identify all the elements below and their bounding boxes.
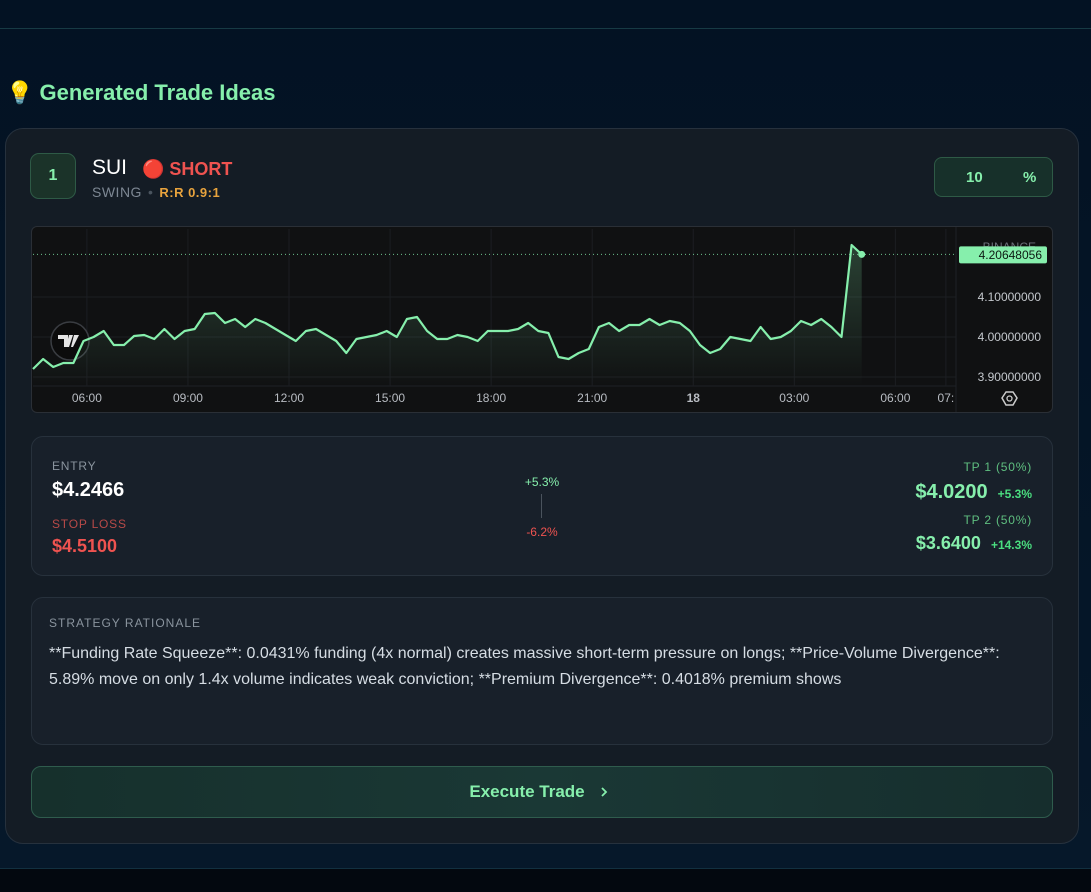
tp2-price: $3.6400 xyxy=(915,533,981,553)
x-tick-label: 09:00 xyxy=(173,391,203,405)
rationale-panel: STRATEGY RATIONALE **Funding Rate Squeez… xyxy=(31,597,1053,745)
price-chart: BINANCE 06:0009:0012:0015:0018:0021:0018… xyxy=(31,226,1053,413)
x-tick-label: 15:00 xyxy=(375,391,405,405)
separator: • xyxy=(147,184,154,200)
execute-button[interactable]: Execute Trade xyxy=(31,766,1053,818)
chart-svg: BINANCE 06:0009:0012:0015:0018:0021:0018… xyxy=(32,227,1047,412)
stop-label: STOP LOSS xyxy=(52,517,127,531)
section-title: 💡 Generated Trade Ideas xyxy=(6,80,276,105)
allocation-input[interactable]: 10% xyxy=(934,157,1053,197)
price-tag xyxy=(959,246,1047,264)
settings-icon[interactable] xyxy=(1001,391,1018,406)
price-tag-label: 4.20648056 xyxy=(979,248,1043,262)
tp2-label: TP 2 (50%) xyxy=(963,513,1032,527)
last-point xyxy=(858,250,866,258)
entry-price: $4.2466 xyxy=(52,479,125,501)
button-label: Execute Trade xyxy=(469,782,585,801)
risk-reward: R:R 0.9:1 xyxy=(159,185,221,200)
risk-reward-bar xyxy=(541,494,542,518)
style: SWING xyxy=(92,184,142,200)
tp2-pct: +14.3% xyxy=(990,538,1032,552)
tp1: $4.0200 +5.3% xyxy=(915,481,1032,504)
x-tick-label: 18:00 xyxy=(476,391,506,405)
y-tick-label: 4.00000000 xyxy=(978,330,1042,344)
rationale-title: STRATEGY RATIONALE xyxy=(49,616,202,630)
tp1-price: $4.0200 xyxy=(915,481,988,503)
y-tick-label: 3.90000000 xyxy=(978,370,1042,384)
levels-panel: ENTRY $4.2466 STOP LOSS $4.5100 +5.3% -6… xyxy=(31,436,1053,576)
price-line xyxy=(32,243,863,370)
allocation: 10 xyxy=(966,169,983,186)
x-tick-label: 07: xyxy=(938,391,955,405)
trade-meta: SWING • R:R 0.9:1 xyxy=(92,184,220,200)
tp1-pct: +5.3% xyxy=(997,487,1032,501)
stop-price: $4.5100 xyxy=(52,536,118,556)
x-tick-label: 03:00 xyxy=(779,391,809,405)
y-tick-label: 4.10000000 xyxy=(978,290,1042,304)
price-area xyxy=(33,245,862,386)
entry-label: ENTRY xyxy=(52,459,97,473)
rationale-text: **Funding Rate Squeeze**: 0.0431% fundin… xyxy=(49,645,1000,688)
x-tick-label: 06:00 xyxy=(880,391,910,405)
reward-pct: +5.3% xyxy=(524,475,560,489)
x-tick-label: 06:00 xyxy=(72,391,102,405)
direction: 🔴 SHORT xyxy=(142,159,233,179)
allocation-unit: % xyxy=(1023,169,1037,186)
divider xyxy=(0,28,1091,29)
x-tick-label: 12:00 xyxy=(274,391,304,405)
tp2: $3.6400 +14.3% xyxy=(916,533,1032,554)
footer-bar xyxy=(0,868,1091,892)
risk-pct: -6.2% xyxy=(526,525,558,539)
x-tick-label: 18 xyxy=(687,391,701,405)
x-tick-label: 21:00 xyxy=(577,391,607,405)
chevron xyxy=(601,787,607,797)
symbol: SUI xyxy=(92,156,128,179)
tv-logo-mark xyxy=(58,335,79,347)
tp1-label: TP 1 (50%) xyxy=(963,460,1032,474)
rank-badge: 1 xyxy=(30,153,76,199)
